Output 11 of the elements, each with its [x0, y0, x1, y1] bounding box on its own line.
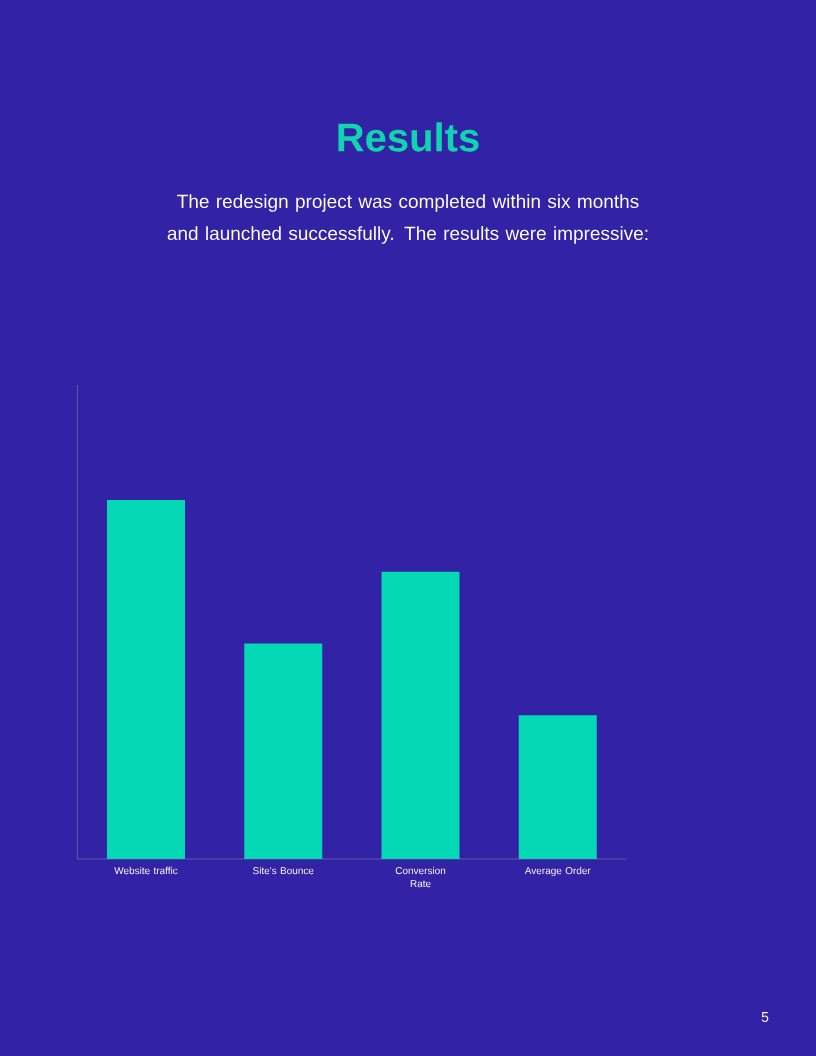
x-tick-label: Website traffic: [114, 866, 178, 875]
text: 5: [761, 1012, 769, 1022]
chart-subtitle: The redesign project was completed within six months and launched successfully. The results were impressive:: [167, 194, 648, 244]
bar: [381, 571, 460, 859]
chart-title: Results: [338, 122, 479, 152]
x-tick-label: Site's Bounce: [253, 866, 314, 875]
bar: [107, 499, 185, 859]
x-tick-label: Conversion Rate: [395, 866, 446, 888]
bar: [244, 643, 323, 859]
x-tick-label: Average Order: [524, 866, 591, 877]
bar: [518, 715, 597, 859]
